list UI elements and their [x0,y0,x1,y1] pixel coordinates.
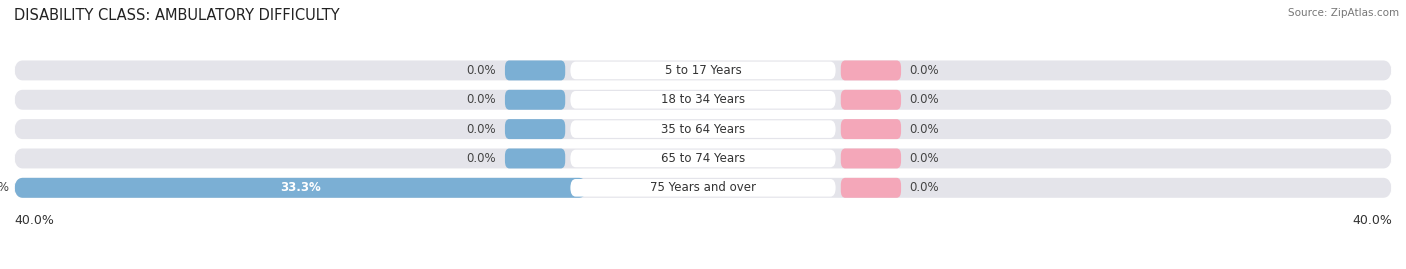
Text: 0.0%: 0.0% [910,181,939,194]
Text: DISABILITY CLASS: AMBULATORY DIFFICULTY: DISABILITY CLASS: AMBULATORY DIFFICULTY [14,8,340,23]
FancyBboxPatch shape [571,150,835,167]
FancyBboxPatch shape [505,148,565,168]
FancyBboxPatch shape [841,148,901,168]
Text: 5 to 17 Years: 5 to 17 Years [665,64,741,77]
FancyBboxPatch shape [571,179,835,197]
FancyBboxPatch shape [14,178,588,198]
FancyBboxPatch shape [14,119,1392,139]
FancyBboxPatch shape [841,61,901,80]
Text: 18 to 34 Years: 18 to 34 Years [661,93,745,106]
FancyBboxPatch shape [841,178,901,198]
FancyBboxPatch shape [505,61,565,80]
FancyBboxPatch shape [571,62,835,79]
FancyBboxPatch shape [14,148,1392,168]
Text: Source: ZipAtlas.com: Source: ZipAtlas.com [1288,8,1399,18]
Text: 40.0%: 40.0% [1353,214,1392,227]
Text: 0.0%: 0.0% [467,93,496,106]
Text: 0.0%: 0.0% [467,123,496,136]
FancyBboxPatch shape [14,90,1392,110]
Text: 0.0%: 0.0% [910,152,939,165]
FancyBboxPatch shape [841,119,901,139]
FancyBboxPatch shape [505,90,565,110]
Text: 0.0%: 0.0% [910,64,939,77]
FancyBboxPatch shape [14,178,1392,198]
Text: 35 to 64 Years: 35 to 64 Years [661,123,745,136]
Text: 0.0%: 0.0% [910,123,939,136]
Text: 33.3%: 33.3% [280,181,321,194]
FancyBboxPatch shape [505,119,565,139]
Text: 0.0%: 0.0% [467,152,496,165]
Text: 75 Years and over: 75 Years and over [650,181,756,194]
FancyBboxPatch shape [571,91,835,109]
FancyBboxPatch shape [841,90,901,110]
Text: 33.3%: 33.3% [0,181,8,194]
FancyBboxPatch shape [571,120,835,138]
Text: 0.0%: 0.0% [467,64,496,77]
Text: 40.0%: 40.0% [14,214,53,227]
FancyBboxPatch shape [14,61,1392,80]
Text: 65 to 74 Years: 65 to 74 Years [661,152,745,165]
Text: 0.0%: 0.0% [910,93,939,106]
